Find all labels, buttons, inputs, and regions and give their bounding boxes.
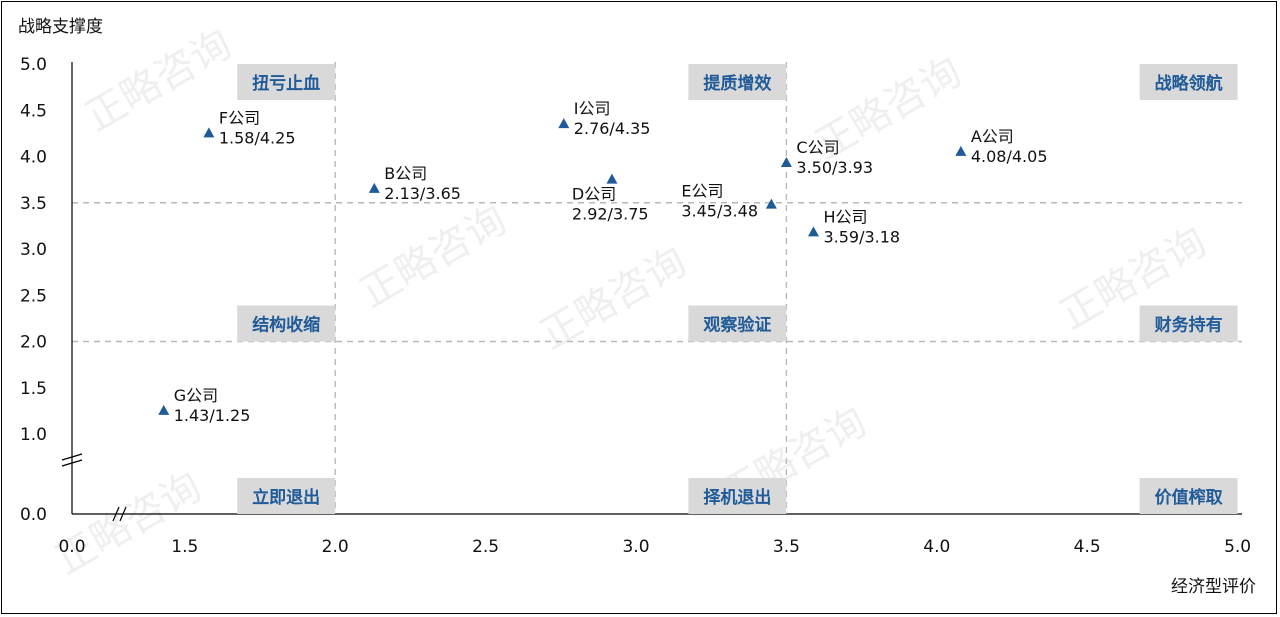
point-name-label: A公司 — [971, 127, 1014, 146]
triangle-marker — [158, 404, 170, 415]
point-name-label: F公司 — [219, 108, 260, 127]
point-name-label: B公司 — [384, 164, 427, 183]
quadrant-label: 财务持有 — [1139, 305, 1238, 342]
triangle-marker — [955, 145, 967, 156]
y-tick-label: 2.5 — [20, 286, 47, 306]
triangle-marker — [807, 226, 819, 237]
point-value-label: 3.45/3.48 — [681, 202, 758, 221]
quadrant-label-box — [237, 64, 336, 100]
x-tick-label: 3.5 — [773, 537, 800, 557]
point-value-label: 3.50/3.93 — [796, 158, 873, 177]
reference-lines — [72, 62, 1242, 514]
point-value-label: 2.13/3.65 — [384, 184, 461, 203]
triangle-marker — [368, 182, 380, 193]
x-axis-break — [112, 506, 127, 522]
triangle-marker — [780, 156, 792, 167]
point-value-label: 1.58/4.25 — [219, 128, 296, 147]
quadrant-label-text: 结构收缩 — [252, 315, 320, 336]
point-name-label: D公司 — [572, 185, 616, 204]
quadrant-label-box — [688, 478, 787, 514]
quadrant-label-box — [237, 478, 336, 514]
x-tick-label: 4.0 — [923, 537, 950, 557]
triangle-marker — [606, 173, 618, 184]
quadrant-label: 战略领航 — [1139, 64, 1238, 100]
quadrant-label: 立即退出 — [237, 478, 336, 514]
quadrant-label-box — [688, 305, 787, 342]
y-tick-label: 3.5 — [20, 194, 47, 214]
point-name-label: H公司 — [823, 207, 867, 226]
x-tick-label: 0.0 — [58, 537, 85, 557]
x-axis-label: 经济型评价 — [1171, 577, 1256, 597]
y-tick-label: 4.0 — [20, 148, 47, 168]
quadrant-label: 价值榨取 — [1139, 478, 1238, 514]
point-name-label: I公司 — [574, 99, 611, 118]
tick-labels: 0.0 1.0 1.5 2.0 2.5 3.0 3.5 4.0 4.5 5.0 0.0 1.5 2.0 2… — [20, 55, 1251, 557]
x-tick-label: 4.5 — [1074, 537, 1101, 557]
y-tick-label: 2.0 — [20, 333, 47, 353]
watermark-text: 正略咨询 — [353, 197, 515, 317]
quadrant-label-box — [1139, 305, 1238, 342]
quadrant-label-text: 战略领航 — [1155, 73, 1223, 94]
x-tick-label: 1.5 — [171, 537, 198, 557]
quadrant-label-box — [688, 64, 787, 100]
point-value-label: 3.59/3.18 — [823, 227, 900, 246]
y-tick-label: 3.0 — [20, 240, 47, 260]
x-tick-label: 2.0 — [322, 537, 349, 557]
point-value-label: 2.76/4.35 — [574, 119, 651, 138]
quadrant-label-text: 扭亏止血 — [252, 73, 320, 94]
y-tick-label: 1.5 — [20, 379, 47, 399]
x-tick-label: 5.0 — [1224, 537, 1251, 557]
quadrant-label: 观察验证 — [688, 305, 787, 342]
quadrant-label-text: 财务持有 — [1154, 315, 1223, 336]
point-value-label: 4.08/4.05 — [971, 147, 1048, 166]
point-value-label: 1.43/1.25 — [174, 406, 251, 425]
x-tick-label: 2.5 — [472, 537, 499, 557]
quadrant-label-box — [237, 305, 336, 342]
triangle-marker — [765, 198, 777, 209]
quadrant-label-text: 观察验证 — [702, 315, 771, 336]
point-name-label: C公司 — [796, 138, 839, 157]
quadrant-label-text: 提质增效 — [703, 73, 771, 94]
x-tick-label: 3.0 — [622, 537, 649, 557]
y-tick-label: 1.0 — [20, 425, 47, 445]
y-tick-label: 0.0 — [20, 505, 47, 525]
quadrant-label-text: 立即退出 — [252, 487, 320, 508]
quadrant-label-box — [1139, 64, 1238, 100]
watermark-text: 正略咨询 — [78, 21, 240, 141]
quadrant-label: 提质增效 — [688, 64, 787, 100]
triangle-marker — [203, 127, 215, 138]
quadrant-label-text: 价值榨取 — [1155, 487, 1223, 508]
data-points: A公司4.08/4.05B公司2.13/3.65C公司3.50/3.93D公司2… — [158, 99, 1048, 425]
y-axis-break — [61, 453, 83, 467]
quadrant-label: 择机退出 — [688, 478, 787, 514]
triangle-marker — [558, 118, 570, 129]
quadrant-label-text: 择机退出 — [703, 487, 771, 508]
y-axis-label: 战略支撑度 — [18, 17, 103, 37]
y-tick-label: 4.5 — [20, 101, 47, 121]
quadrant-label-box — [1139, 478, 1238, 514]
point-value-label: 2.92/3.75 — [572, 205, 649, 224]
point-name-label: E公司 — [681, 182, 723, 201]
watermark-text: 正略咨询 — [533, 239, 695, 359]
point-name-label: G公司 — [174, 386, 218, 405]
y-tick-label: 5.0 — [20, 55, 47, 75]
quadrant-label: 结构收缩 — [237, 305, 336, 342]
quadrant-label: 扭亏止血 — [237, 64, 336, 100]
